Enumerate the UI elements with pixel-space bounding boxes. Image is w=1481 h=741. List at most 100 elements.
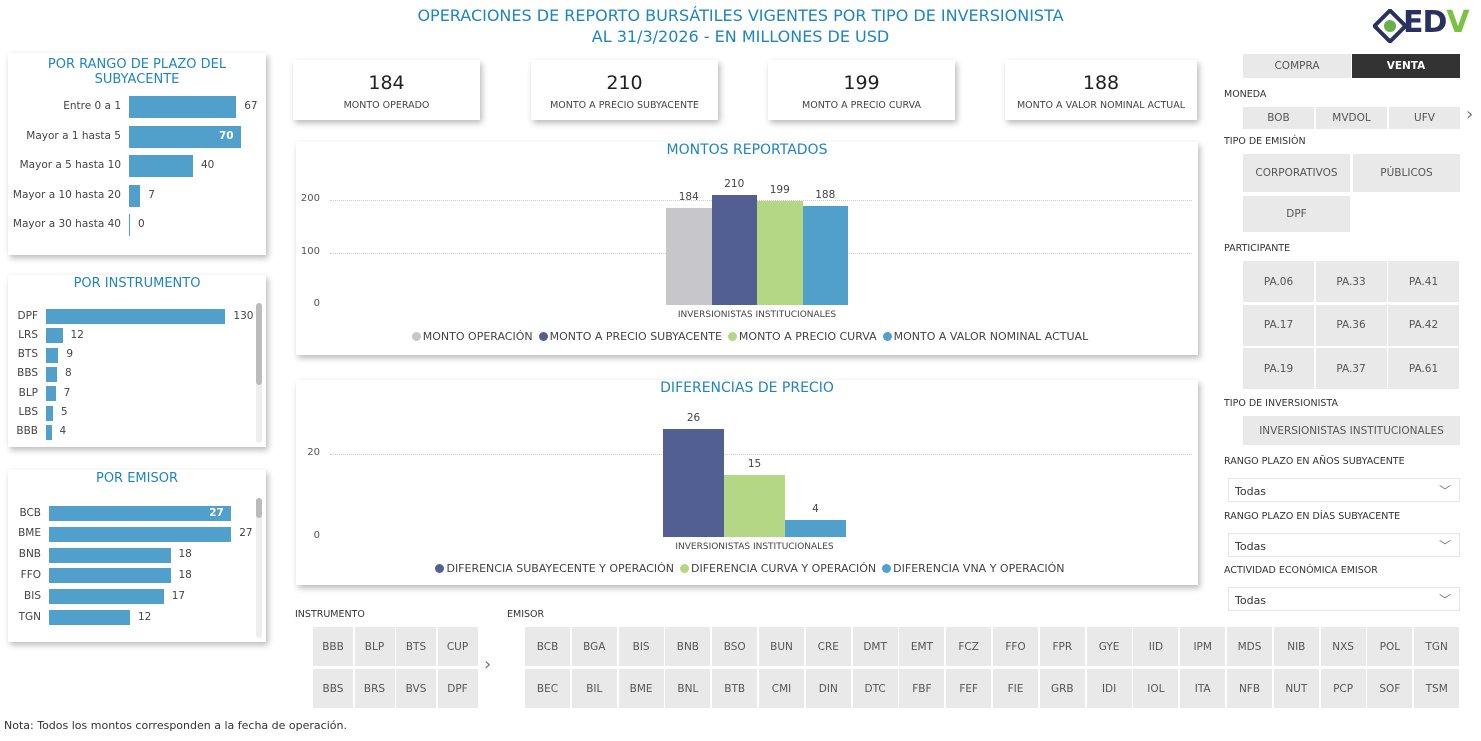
bar[interactable] [802,206,848,305]
instrumento-dpf[interactable]: DPF [437,669,478,708]
bar[interactable] [785,520,846,537]
instrumento-bvs[interactable]: BVS [396,669,436,708]
instrumento-brs[interactable]: BRS [354,669,395,708]
compra-button[interactable]: COMPRA [1243,54,1351,78]
bar[interactable] [49,589,164,605]
legend-item[interactable]: MONTO A VALOR NOMINAL ACTUAL [893,330,1089,343]
emisor-bil[interactable]: BIL [571,669,617,708]
legend-item[interactable]: MONTO A PRECIO SUBYACENTE [549,330,722,343]
emisor-iol[interactable]: IOL [1133,669,1179,708]
emisor-bun[interactable]: BUN [759,627,804,666]
emisor-dmt[interactable]: DMT [852,627,898,666]
chevron-right-icon[interactable]: › [484,654,492,675]
bar[interactable] [46,347,59,363]
emisor-fbf[interactable]: FBF [899,669,945,708]
emisor-bme[interactable]: BME [618,669,664,708]
legend-item[interactable]: MONTO OPERACIÓN [422,330,533,343]
participante-pa36[interactable]: PA.36 [1315,304,1387,346]
instrumento-bbs[interactable]: BBS [313,669,353,708]
emisor-bnl[interactable]: BNL [665,669,711,708]
bar[interactable] [129,96,237,118]
emisor-idi[interactable]: IDI [1086,669,1132,708]
inversionista-institucionales[interactable]: INVERSIONISTAS INSTITUCIONALES [1243,416,1460,445]
bar[interactable] [757,200,803,305]
participante-pa42[interactable]: PA.42 [1388,304,1459,346]
bar[interactable] [46,309,226,324]
emisor-pol[interactable]: POL [1367,627,1413,666]
emisor-mds[interactable]: MDS [1227,627,1272,666]
emisor-gye[interactable]: GYE [1086,627,1132,666]
moneda-ufv[interactable]: UFV [1389,107,1460,129]
bar[interactable] [666,208,712,305]
bar[interactable] [46,424,52,440]
legend-item[interactable]: DIFERENCIA CURVA Y OPERACIÓN [690,562,877,575]
emisor-bga[interactable]: BGA [571,627,617,666]
emisor-fpr[interactable]: FPR [1039,627,1085,666]
bar[interactable] [46,328,63,344]
emisor-nib[interactable]: NIB [1273,627,1319,666]
emisor-pcp[interactable]: PCP [1320,669,1366,708]
bar[interactable] [663,429,724,537]
actividad-dropdown[interactable]: Todas ﹀ [1228,587,1460,611]
emisor-fcz[interactable]: FCZ [946,627,992,666]
bar[interactable] [49,568,171,584]
emision-corporativos[interactable]: CORPORATIVOS [1243,154,1350,192]
emisor-btb[interactable]: BTB [712,669,758,708]
legend-item[interactable]: DIFERENCIA VNA Y OPERACIÓN [893,562,1065,575]
emisor-bso[interactable]: BSO [712,627,758,666]
emisor-nut[interactable]: NUT [1273,669,1319,708]
legend-item[interactable]: MONTO A PRECIO CURVA [738,330,877,343]
participante-pa41[interactable]: PA.41 [1388,261,1459,302]
emisor-bnb[interactable]: BNB [665,627,711,666]
emisor-ffo[interactable]: FFO [993,627,1038,666]
bar[interactable] [49,547,171,563]
bar[interactable] [49,506,232,521]
bar[interactable] [129,125,241,148]
venta-button[interactable]: VENTA [1352,54,1460,78]
bar[interactable] [49,610,130,625]
bar[interactable] [711,194,757,305]
emisor-tsm[interactable]: TSM [1414,669,1460,708]
participante-pa19[interactable]: PA.19 [1243,348,1314,389]
emisor-grb[interactable]: GRB [1039,669,1085,708]
bar[interactable] [724,474,785,537]
emisor-sof[interactable]: SOF [1367,669,1413,708]
instrumento-bbb[interactable]: BBB [313,627,353,666]
bar[interactable] [129,214,130,236]
rango-anos-dropdown[interactable]: Todas ﹀ [1228,478,1460,502]
bar[interactable] [46,366,58,382]
emision-dpf[interactable]: DPF [1243,196,1350,232]
emisor-emt[interactable]: EMT [899,627,945,666]
rango-dias-dropdown[interactable]: Todas ﹀ [1228,533,1460,557]
bar[interactable] [46,405,53,421]
emisor-fef[interactable]: FEF [946,669,992,708]
emisor-cmi[interactable]: CMI [759,669,804,708]
emisor-cre[interactable]: CRE [805,627,851,666]
participante-pa61[interactable]: PA.61 [1388,348,1459,389]
legend-item[interactable]: DIFERENCIA SUBAYECENTE Y OPERACIÓN [446,562,674,575]
emision-publicos[interactable]: PÚBLICOS [1353,154,1460,192]
emisor-ipm[interactable]: IPM [1180,627,1226,666]
bar[interactable] [129,155,193,177]
instrumento-scrollbar[interactable] [256,303,262,443]
bar[interactable] [49,526,232,542]
emisor-bis[interactable]: BIS [618,627,664,666]
instrumento-bts[interactable]: BTS [396,627,436,666]
participante-pa33[interactable]: PA.33 [1315,261,1387,302]
emisor-tgn[interactable]: TGN [1414,627,1460,666]
emisor-fie[interactable]: FIE [993,669,1038,708]
emisor-bcb[interactable]: BCB [525,627,570,666]
moneda-bob[interactable]: BOB [1243,107,1314,129]
emisor-nxs[interactable]: NXS [1320,627,1366,666]
instrumento-cup[interactable]: CUP [437,627,478,666]
emisor-dtc[interactable]: DTC [852,669,898,708]
chevron-right-icon[interactable]: › [1466,104,1474,125]
bar[interactable] [46,386,56,402]
moneda-mvdol[interactable]: MVDOL [1316,107,1387,129]
emisor-bec[interactable]: BEC [525,669,570,708]
emisor-din[interactable]: DIN [805,669,851,708]
bar[interactable] [129,184,141,207]
emisor-scrollbar[interactable] [256,498,262,638]
instrumento-blp[interactable]: BLP [354,627,395,666]
emisor-ita[interactable]: ITA [1180,669,1226,708]
